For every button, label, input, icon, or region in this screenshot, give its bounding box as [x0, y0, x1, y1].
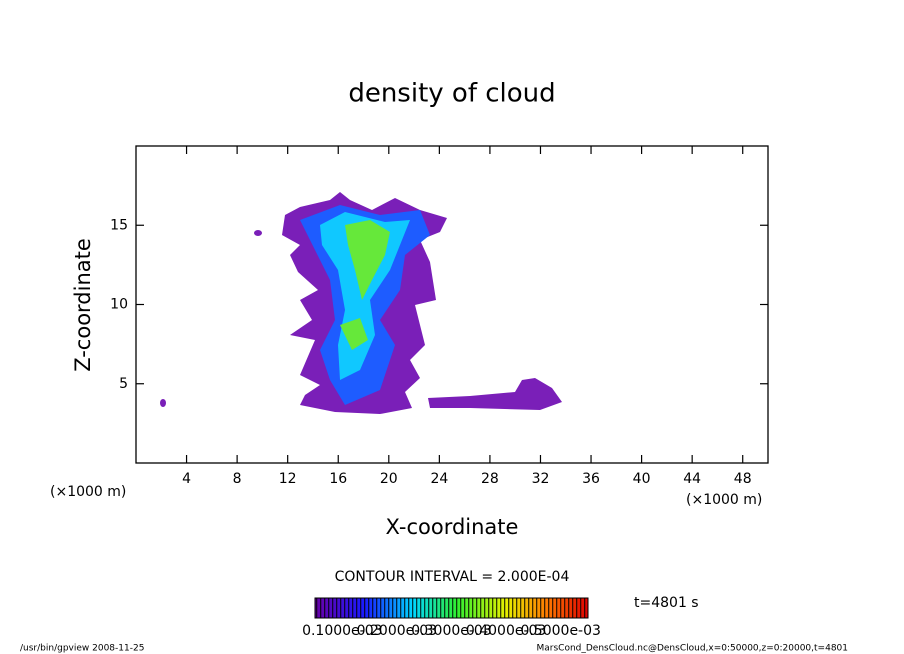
- x-unit: (×1000 m): [50, 484, 126, 500]
- colorbar-tick-label: 0.2000e-03: [357, 623, 437, 639]
- x-tick-label: 24: [430, 471, 448, 487]
- x-tick-label: 20: [380, 471, 398, 487]
- y-axis-label: Z-coordinate: [71, 238, 95, 372]
- x-tick-label: 8: [233, 471, 242, 487]
- colorbar-tick-label: 0.3000e-03: [411, 623, 491, 639]
- plot-frame: [135, 145, 769, 464]
- colorbar-frame: [314, 597, 589, 619]
- x-tick-label: 44: [683, 471, 701, 487]
- time-label: t=4801 s: [634, 595, 699, 611]
- colorbar-stripes: [315, 598, 588, 618]
- cloud-field: [160, 192, 562, 414]
- x-tick-label: 48: [734, 471, 752, 487]
- x-axis-label: X-coordinate: [386, 515, 519, 539]
- x-tick-label: 28: [481, 471, 499, 487]
- y-unit: (×1000 m): [686, 492, 762, 508]
- y-tick-label: 5: [119, 376, 128, 392]
- x-tick-label: 36: [582, 471, 600, 487]
- y-tick-label: 10: [110, 297, 128, 313]
- colorbar-tick-label: 0.5000e-03: [520, 623, 600, 639]
- colorbar-tick-label: 0.4000e-03: [466, 623, 546, 639]
- x-tick-label: 32: [532, 471, 550, 487]
- x-tick-label: 40: [633, 471, 651, 487]
- footer-right: MarsCond_DensCloud.nc@DensCloud,x=0:5000…: [537, 644, 849, 654]
- x-tick-label: 4: [182, 471, 191, 487]
- colorbar-tick-label: 0.1000e-03: [302, 623, 382, 639]
- contour-interval: CONTOUR INTERVAL = 2.000E-04: [335, 569, 570, 585]
- y-tick-label: 15: [110, 217, 128, 233]
- chart-title: density of cloud: [348, 79, 555, 109]
- x-tick-label: 16: [329, 471, 347, 487]
- footer-left: /usr/bin/gpview 2008-11-25: [20, 644, 144, 654]
- x-tick-label: 12: [279, 471, 297, 487]
